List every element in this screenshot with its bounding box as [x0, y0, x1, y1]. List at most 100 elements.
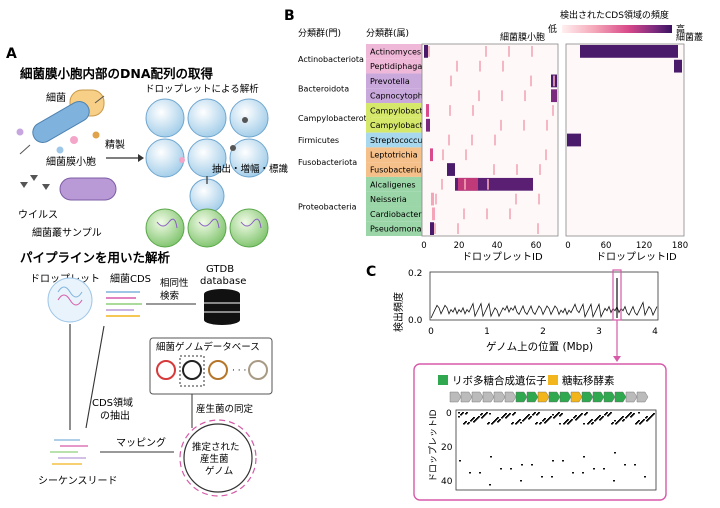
heatmap-cell: [508, 46, 510, 57]
genus-label: Peptidiphaga: [370, 62, 422, 71]
read-mark: [512, 422, 514, 424]
heatmap-cell: [493, 164, 495, 175]
right-heatmap-cells: [567, 45, 682, 147]
genus-row-bg: [366, 132, 422, 148]
genus-label: Pseudomonas_E: [370, 225, 435, 234]
left-heatmap-title: 細菌膜小胞: [500, 31, 545, 43]
read-mark: [519, 419, 521, 421]
read-mark: [613, 480, 615, 482]
genus-label: Fusobacterium: [370, 165, 429, 174]
left-xlabel: ドロップレットID: [462, 251, 543, 263]
read-mark: [542, 420, 544, 422]
read-mark: [574, 416, 576, 418]
heatmap-cell: [472, 105, 474, 116]
left-heatmap-cells: [424, 45, 557, 235]
read-mark: [636, 422, 638, 424]
read-mark: [474, 420, 476, 422]
genus-label: Actinomyces: [370, 47, 421, 56]
read-mark: [465, 421, 467, 423]
genus-row-bg: [366, 162, 422, 177]
panel-a-title2: パイプラインを用いた解析: [20, 250, 171, 265]
read-mark: [485, 413, 487, 415]
read-mark: [522, 420, 524, 422]
read-mark: [632, 414, 634, 416]
read-mark: [511, 423, 513, 425]
heatmap-cell: [457, 223, 459, 234]
read-mark: [575, 419, 577, 421]
gene-arrow-icon: [581, 391, 594, 403]
read-mark: [567, 423, 569, 425]
read-mark: [638, 420, 640, 422]
read-mark: [553, 417, 555, 419]
heatmap-cell: [479, 60, 481, 72]
read-mark: [631, 415, 633, 417]
read-mark: [461, 413, 463, 415]
heatmap-cell: [471, 134, 473, 146]
read-map: [458, 412, 655, 486]
panel-b-label: B: [284, 8, 295, 24]
read-mark: [514, 412, 516, 414]
heatmap-cell: [430, 222, 434, 235]
bacterium-blue-icon: [19, 95, 105, 155]
phylum-labels: Actinobacteriota Bacteroidota Campylobacte…: [298, 55, 372, 212]
detection-trace: [430, 278, 658, 319]
read-mark: [481, 417, 483, 419]
estimated-label: ゲノム: [205, 465, 233, 477]
ytick: 0.2: [408, 269, 422, 279]
read-mark: [552, 414, 554, 416]
lps-legend-swatch: [438, 375, 448, 385]
read-mark: [466, 412, 468, 414]
read-mark: [478, 416, 480, 418]
read-mark: [603, 468, 605, 470]
panel-c-label: C: [366, 264, 376, 280]
detection-line: [430, 301, 658, 319]
svg-text:1: 1: [484, 327, 490, 337]
identify-label: 産生菌の同定: [196, 403, 254, 415]
genus-row-bg: [366, 73, 422, 89]
read-mark: [518, 420, 520, 422]
genus-row-bg: [366, 176, 422, 192]
heatmap-cell: [431, 192, 434, 206]
svg-text:60: 60: [531, 241, 542, 251]
read-mark: [538, 412, 540, 414]
read-mark: [556, 414, 558, 416]
read-mark: [600, 418, 602, 420]
inset-ylabel: ドロップレットID: [428, 409, 439, 482]
read-mark: [561, 413, 563, 415]
read-mark: [512, 414, 514, 416]
panel-b: B 分類群(門) 分類群(属) 検出されたCDS領域の頻度 低 高 細菌膜小胞 …: [284, 8, 703, 263]
read-mark: [484, 414, 486, 416]
read-mark: [653, 413, 655, 415]
read-mark: [601, 417, 603, 419]
heatmap-cell: [546, 119, 548, 131]
read-mark: [539, 423, 541, 425]
read-mark: [458, 412, 460, 414]
read-mark: [622, 420, 624, 422]
read-mark: [473, 417, 475, 419]
genus-label: Neisseria: [370, 195, 407, 204]
read-mark: [476, 418, 478, 420]
read-mark: [557, 413, 559, 415]
phylum-label: Proteobacteria: [298, 202, 357, 211]
cds-lines-icon: [106, 291, 142, 317]
read-mark: [638, 412, 640, 414]
dna-icon: [57, 286, 83, 298]
heatmap-cell: [486, 208, 488, 220]
vesicle-icon: [56, 146, 64, 154]
heatmap-cell: [538, 193, 540, 205]
read-mark: [606, 412, 608, 414]
heatmap-cell: [485, 46, 487, 57]
genus-label: Alcaligenes: [370, 180, 416, 189]
legend-high: 高: [676, 23, 685, 35]
extract-cds-label: の抽出: [100, 409, 130, 422]
arrow-head-icon: [613, 356, 621, 362]
read-mark: [473, 421, 475, 423]
read-mark: [483, 415, 485, 417]
gene-arrow-icon: [603, 391, 616, 403]
legend-title: 検出されたCDS領域の頻度: [560, 9, 669, 21]
read-mark: [493, 421, 495, 423]
read-mark: [527, 415, 529, 417]
genus-row-bg: [366, 88, 422, 104]
svg-text:40: 40: [492, 241, 503, 251]
read-mark: [644, 476, 646, 478]
